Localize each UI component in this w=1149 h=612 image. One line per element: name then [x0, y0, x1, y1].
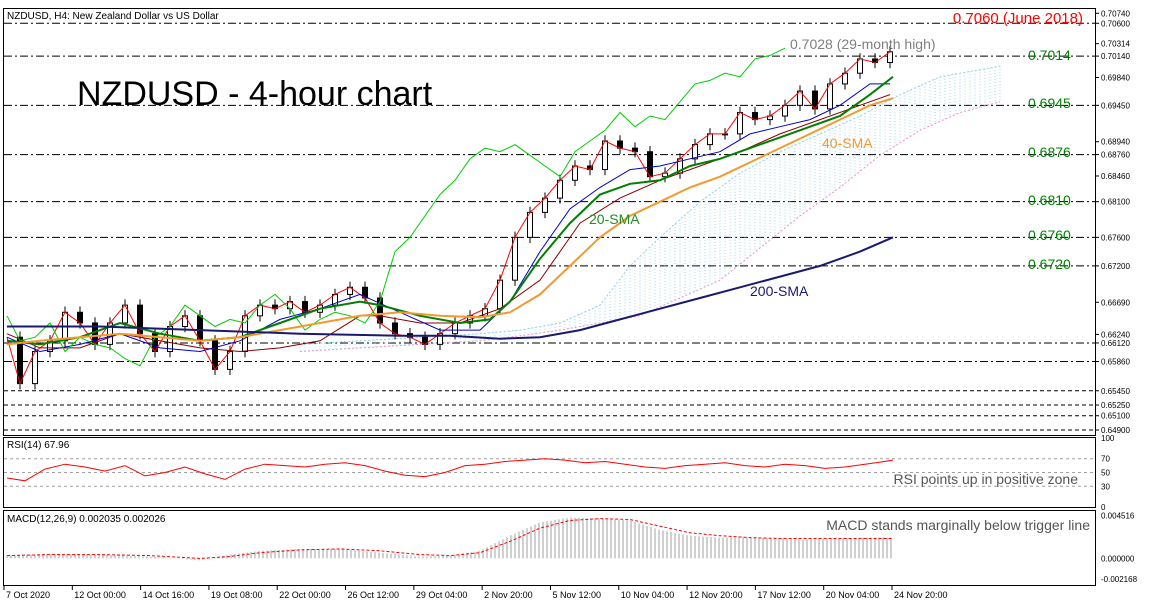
macd-tick-label: 0.000000	[1101, 554, 1135, 563]
price-tick-label: 0.65250	[1101, 401, 1130, 410]
rsi-tick-label: 70	[1101, 455, 1110, 464]
annotation-high: 0.7028 (29-month high)	[790, 36, 936, 52]
level-lines	[4, 22, 1095, 431]
macd-note: MACD stands marginally below trigger lin…	[826, 517, 1090, 533]
level-label-6876: 0.6876	[1028, 144, 1071, 160]
series-close	[6, 51, 891, 386]
panel-frames	[3, 8, 1096, 586]
time-tick-label: 10 Nov 04:00	[621, 590, 675, 600]
rsi-line	[6, 458, 894, 482]
rsi-tick-label: 30	[1101, 482, 1110, 491]
label-40-sma: 40-SMA	[822, 135, 873, 151]
price-tick-label: 0.68460	[1101, 172, 1130, 181]
time-tick-label: 29 Oct 04:00	[416, 590, 468, 600]
rsi-note: RSI points up in positive zone	[894, 471, 1079, 487]
price-tick-label: 0.69840	[1101, 74, 1130, 83]
price-tick-label: 0.70740	[1101, 9, 1130, 18]
macd-panel: 0.004516 0.000000 -0.002168	[6, 512, 1138, 584]
time-tick-label: 22 Oct 00:00	[279, 590, 331, 600]
series-chikou	[6, 47, 786, 367]
level-label-7014: 0.7014	[1028, 47, 1071, 63]
level-labels: 0.7014 0.6945 0.6876 0.6810 0.6760 0.672…	[1028, 47, 1071, 272]
price-tick-label: 0.67200	[1101, 262, 1130, 271]
rsi-tick-label: 0	[1101, 503, 1106, 512]
macd-panel-frame	[3, 510, 1096, 586]
price-tick-label: 0.68100	[1101, 198, 1130, 207]
level-label-6945: 0.6945	[1028, 95, 1071, 111]
price-tick-label: 0.70314	[1101, 40, 1130, 49]
price-tick-label: 0.64900	[1101, 426, 1130, 435]
series-40-sma	[6, 97, 894, 346]
time-tick-label: 26 Oct 12:00	[348, 590, 400, 600]
time-tick-label: 2 Nov 20:00	[484, 590, 533, 600]
rsi-label: RSI(14) 67.96	[7, 440, 70, 451]
price-tick-label: 0.68760	[1101, 151, 1130, 160]
time-tick-label: 17 Nov 12:00	[757, 590, 811, 600]
price-tick-label: 0.65100	[1101, 412, 1130, 421]
time-tick-label: 19 Oct 08:00	[211, 590, 263, 600]
level-label-6810: 0.6810	[1028, 192, 1071, 208]
time-tick-label: 7 Oct 2020	[6, 590, 50, 600]
macd-tick-label: 0.004516	[1101, 512, 1135, 521]
chart-title: NZDUSD - 4-hour chart	[77, 75, 433, 113]
price-tick-label: 0.66690	[1101, 298, 1130, 307]
time-tick-label: 24 Nov 20:00	[894, 590, 948, 600]
price-tick-label: 0.66120	[1101, 339, 1130, 348]
price-tick-label: 0.66240	[1101, 330, 1130, 339]
rsi-panel-frame	[3, 437, 1096, 508]
label-20-sma: 20-SMA	[589, 211, 640, 227]
label-200-sma: 200-SMA	[750, 283, 809, 299]
price-panel-frame	[3, 8, 1096, 436]
price-tick-label: 0.70600	[1101, 19, 1130, 28]
time-tick-label: 12 Nov 20:00	[689, 590, 743, 600]
macd-tick-label: -0.002168	[1101, 575, 1138, 584]
price-tick-label: 0.67600	[1101, 233, 1130, 242]
price-series	[6, 47, 894, 386]
rsi-panel: 100 70 50 30 0	[4, 434, 1115, 512]
macd-label: MACD(12,26,9) 0.002035 0.002026	[7, 514, 166, 525]
rsi-tick-label: 50	[1101, 469, 1110, 478]
level-label-6760: 0.6760	[1028, 227, 1071, 243]
macd-signal-line	[6, 518, 893, 559]
time-tick-label: 20 Nov 04:00	[826, 590, 880, 600]
level-label-6720: 0.6720	[1028, 256, 1071, 272]
time-tick-label: 5 Nov 12:00	[552, 590, 601, 600]
time-axis: 7 Oct 2020 12 Oct 00:00 14 Oct 16:00 19 Oct…	[3, 585, 948, 600]
price-tick-label: 0.65860	[1101, 358, 1130, 367]
symbol-label: NZDUSD, H4: New Zealand Dollar vs US Dol…	[7, 11, 219, 22]
time-tick-label: 12 Oct 00:00	[74, 590, 126, 600]
series-20-sma	[6, 76, 894, 346]
rsi-tick-label: 100	[1101, 434, 1115, 443]
annotation-june2018: 0.7060 (June 2018)	[953, 10, 1083, 27]
series-span-b	[299, 101, 1001, 352]
price-tick-label: 0.65450	[1101, 387, 1130, 396]
price-tick-label: 0.70140	[1101, 52, 1130, 61]
ichimoku-cloud	[299, 65, 1001, 352]
price-tick-label: 0.69450	[1101, 101, 1130, 110]
series-200-sma	[7, 236, 894, 340]
price-tick-label: 0.68940	[1101, 138, 1130, 147]
time-tick-label: 14 Oct 16:00	[143, 590, 195, 600]
